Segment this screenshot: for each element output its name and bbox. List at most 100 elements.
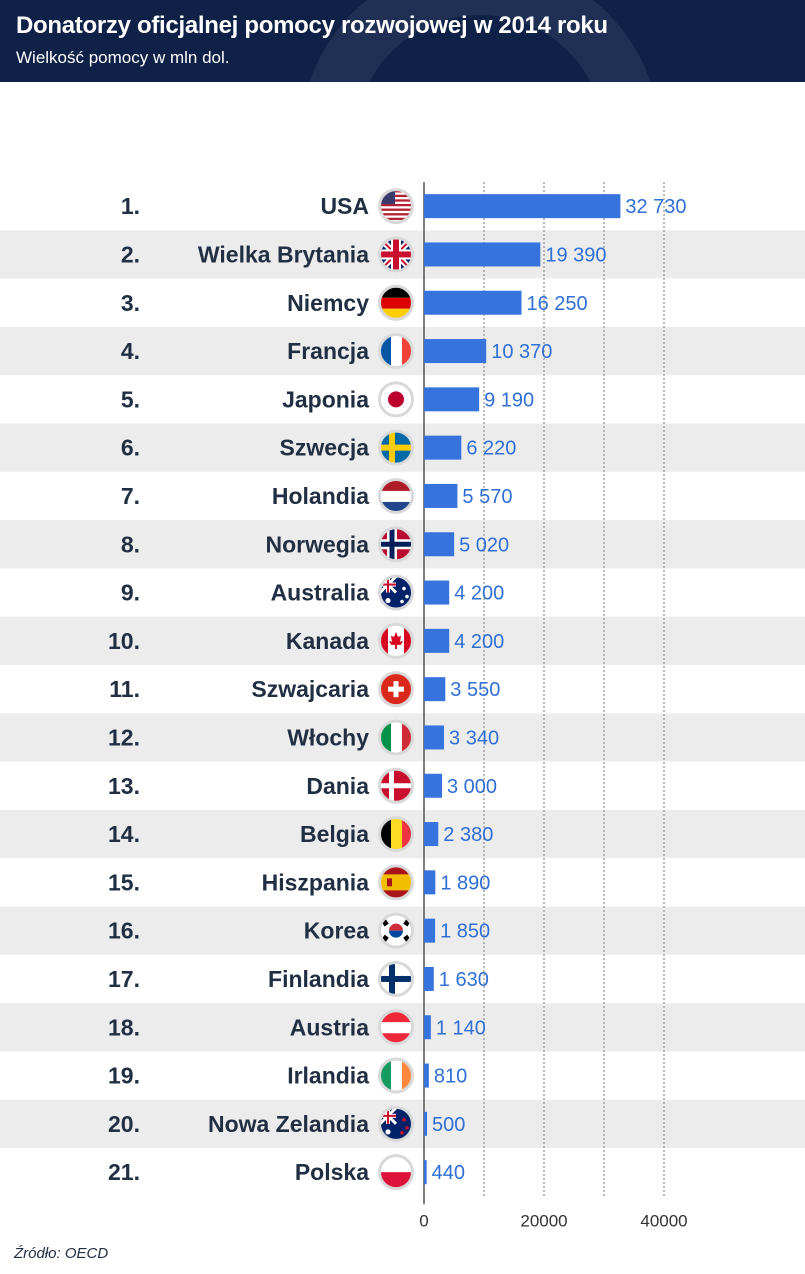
flag-kr-icon [378,912,414,949]
rank-label: 20. [108,1111,140,1137]
country-label: Japonia [282,386,369,412]
chart-row: 12. Włochy 3 340 [108,719,499,756]
bar [424,387,480,412]
flag-at-icon [378,1009,414,1046]
chart-row: 15. Hiszpania 1 890 [108,864,490,901]
bar [424,918,436,943]
rank-label: 19. [108,1063,140,1089]
chart-row: 2. Wielka Brytania 19 390 [121,236,607,273]
country-label: Hiszpania [262,869,370,895]
rank-label: 7. [121,483,140,509]
chart-row: 19. Irlandia 810 [108,1057,467,1094]
flag-it-icon [378,719,414,756]
flag-nz-icon [378,1105,414,1142]
bar [424,435,462,460]
page-subtitle: Wielkość pomocy w mln dol. [16,48,230,67]
value-label: 6 220 [466,438,516,460]
chart-row: 6. Szwecja 6 220 [121,429,516,466]
bar [424,483,458,508]
chart-row: 8. Norwegia 5 020 [121,526,509,563]
header: Donatorzy oficjalnej pomocy rozwojowej w… [0,0,805,82]
country-label: Dania [306,773,369,799]
flag-jp-icon [378,381,414,418]
value-label: 440 [432,1162,465,1184]
flag-fr-icon [378,333,414,370]
bar [424,194,621,219]
rank-label: 18. [108,1014,140,1040]
value-label: 1 630 [439,969,489,991]
bar [424,1160,427,1185]
rank-label: 1. [121,193,140,219]
country-label: Nowa Zelandia [208,1111,369,1137]
bar [424,1015,431,1040]
flag-au-icon [378,574,414,611]
bar [424,339,487,364]
chart-row: 20. Nowa Zelandia 500 [108,1105,465,1142]
x-tick-label: 20000 [520,1211,567,1230]
country-label: Polska [295,1159,369,1185]
source-note: Źródło: OECD [14,1245,109,1262]
rank-label: 5. [121,386,140,412]
bar [424,242,541,267]
country-label: Włochy [287,724,369,750]
rank-label: 21. [108,1159,140,1185]
bar [424,725,445,750]
rank-label: 6. [121,435,140,461]
chart-row: 9. Australia 4 200 [121,574,504,611]
rank-label: 8. [121,531,140,557]
rank-label: 16. [108,918,140,944]
bar [424,290,522,315]
chart-row: 11. Szwajcaria 3 550 [109,671,500,708]
value-label: 19 390 [545,244,606,266]
country-label: Irlandia [287,1063,369,1089]
value-label: 3 340 [449,727,499,749]
value-label: 4 200 [454,583,504,605]
country-label: Szwecja [280,435,370,461]
country-label: Niemcy [287,290,369,316]
value-label: 500 [432,1114,465,1136]
bar [424,1063,429,1088]
bar [424,677,446,702]
chart-row: 4. Francja 10 370 [121,333,552,370]
value-label: 3 000 [447,776,497,798]
x-tick-label: 0 [419,1211,428,1230]
value-label: 3 550 [450,679,500,701]
bar [424,628,450,653]
value-label: 16 250 [527,293,588,315]
flag-ca-icon [378,622,414,659]
chart-row: 18. Austria 1 140 [108,1009,486,1046]
flag-nl-icon [378,477,414,514]
flag-pl-icon [378,1154,414,1191]
country-label: Holandia [272,483,369,509]
flag-ie-icon [378,1057,414,1094]
bar [424,966,434,991]
rank-label: 14. [108,821,140,847]
rank-label: 10. [108,628,140,654]
country-label: Australia [271,580,370,606]
chart-row: 13. Dania 3 000 [108,767,497,804]
value-label: 10 370 [491,341,552,363]
country-label: USA [320,193,369,219]
flag-us-icon [378,188,414,225]
chart-row: 1. USA 32 730 [121,188,687,225]
country-label: Kanada [286,628,369,654]
chart-row: 21. Polska 440 [108,1154,465,1191]
chart-row: 16. Korea 1 850 [108,912,490,949]
x-tick-label: 40000 [640,1211,687,1230]
country-label: Norwegia [265,531,369,557]
rank-label: 11. [109,676,140,702]
value-label: 9 190 [484,389,534,411]
rank-label: 2. [121,241,140,267]
value-label: 2 380 [443,824,493,846]
bar [424,822,439,847]
bar [424,773,442,798]
bar [424,870,436,895]
rank-label: 15. [108,869,140,895]
flag-ch-icon [378,671,414,708]
rank-label: 12. [108,724,140,750]
value-label: 5 020 [459,534,509,556]
country-label: Szwajcaria [251,676,369,702]
value-label: 1 140 [436,1017,486,1039]
country-label: Korea [304,918,369,944]
bar [424,580,450,605]
